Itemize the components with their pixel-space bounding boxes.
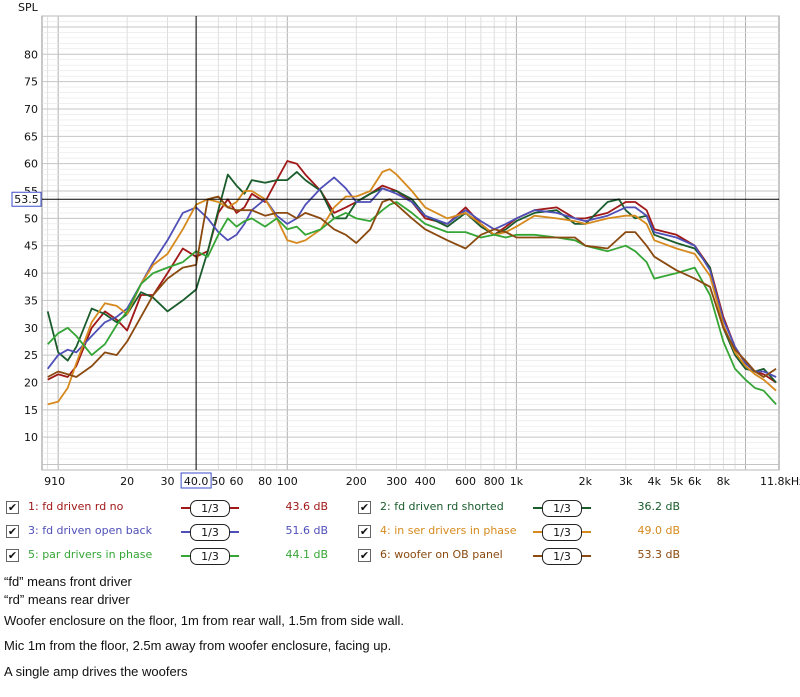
series-checkbox-2[interactable]: ✔ [358, 501, 371, 514]
series-checkbox-5[interactable]: ✔ [6, 549, 19, 562]
x-tick-label: 3k [619, 475, 633, 488]
series-checkbox-4[interactable]: ✔ [358, 525, 371, 538]
cursor-y-value: 53.5 [14, 193, 39, 206]
series-checkbox-3[interactable]: ✔ [6, 525, 19, 538]
y-tick-label: 75 [24, 76, 38, 89]
series-value-4: 49.0 dB [637, 524, 680, 537]
x-tick-label: 300 [386, 475, 407, 488]
series-value-5: 44.1 dB [285, 548, 328, 561]
y-tick-label: 30 [24, 322, 38, 335]
note-amp: A single amp drives the woofers [4, 664, 188, 679]
note-rd: “rd” means rear driver [4, 592, 130, 607]
series-checkbox-6[interactable]: ✔ [358, 549, 371, 562]
y-axis-label: SPL [18, 1, 39, 14]
note-fd: “fd” means front driver [4, 574, 132, 589]
y-tick-label: 15 [24, 404, 38, 417]
x-tick-label: 9 [44, 475, 51, 488]
x-tick-label: 100 [277, 475, 298, 488]
x-tick-label: 8k [717, 475, 731, 488]
smoothing-button-4[interactable]: 1/3 [542, 524, 582, 541]
smoothing-button-5[interactable]: 1/3 [190, 548, 230, 565]
x-tick-label: 50 [211, 475, 225, 488]
x-tick-label: 1k [510, 475, 524, 488]
series-name-5: 5: par drivers in phase [28, 548, 153, 561]
series-line-1 [47, 160, 777, 384]
series-name-2: 2: fd driven rd shorted [380, 500, 504, 513]
series-name-1: 1: fd driven rd no [28, 500, 124, 513]
y-tick-label: 70 [24, 103, 38, 116]
smoothing-button-3[interactable]: 1/3 [190, 524, 230, 541]
x-tick-label: 600 [455, 475, 476, 488]
series-value-2: 36.2 dB [637, 500, 680, 513]
y-tick-label: 65 [24, 130, 38, 143]
plot-area [41, 15, 780, 471]
y-tick-label: 50 [24, 212, 38, 225]
x-tick-label: 4k [648, 475, 662, 488]
y-tick-label: 60 [24, 158, 38, 171]
series-name-4: 4: in ser drivers in phase [380, 524, 517, 537]
x-tick-label: 80 [258, 475, 272, 488]
cursor-y-box [11, 191, 42, 207]
x-tick-label: 5k [670, 475, 684, 488]
cursor-x-box [180, 472, 212, 489]
smoothing-button-1[interactable]: 1/3 [190, 500, 230, 517]
y-tick-label: 80 [24, 48, 38, 61]
x-tick-label: 200 [346, 475, 367, 488]
x-tick-label: 30 [160, 475, 174, 488]
series-checkbox-1[interactable]: ✔ [6, 501, 19, 514]
y-tick-label: 40 [24, 267, 38, 280]
x-tick-label: 60 [229, 475, 243, 488]
y-tick-label: 25 [24, 349, 38, 362]
x-tick-label: 6k [688, 475, 702, 488]
y-tick-label: 20 [24, 376, 38, 389]
x-tick-label: 2k [579, 475, 593, 488]
x-tick-label: 20 [120, 475, 134, 488]
x-tick-label: 10 [51, 475, 65, 488]
smoothing-button-2[interactable]: 1/3 [542, 500, 582, 517]
x-tick-label: 11.8kHz [760, 475, 800, 488]
x-tick-label: 800 [484, 475, 505, 488]
smoothing-button-6[interactable]: 1/3 [542, 548, 582, 565]
cursor-x-value: 40.0 [184, 475, 209, 488]
series-line-4 [47, 168, 777, 406]
y-tick-label: 45 [24, 240, 38, 253]
series-value-3: 51.6 dB [285, 524, 328, 537]
series-name-3: 3: fd driven open back [28, 524, 152, 537]
note-enclosure: Woofer enclosure on the floor, 1m from r… [4, 613, 405, 628]
series-line-6 [47, 195, 777, 378]
series-line-3 [46, 176, 777, 378]
y-tick-label: 10 [24, 431, 38, 444]
note-mic: Mic 1m from the floor, 2.5m away from wo… [4, 638, 392, 653]
y-tick-label: 35 [24, 294, 38, 307]
x-tick-label: 400 [415, 475, 436, 488]
series-value-6: 53.3 dB [637, 548, 680, 561]
series-name-6: 6: woofer on OB panel [380, 548, 503, 561]
series-value-1: 43.6 dB [285, 500, 328, 513]
